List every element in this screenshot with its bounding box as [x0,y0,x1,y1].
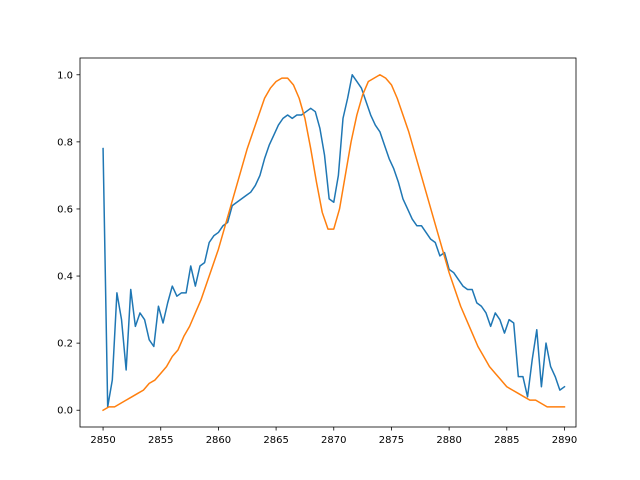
series-layer [102,74,566,412]
y-tick-label: 0.2 [57,339,73,350]
plot-frame [79,57,577,428]
series-1-line [102,74,566,408]
x-tick-label: 2870 [321,435,346,446]
x-tick-label: 2880 [436,435,461,446]
y-tick-label: 0.6 [57,204,73,215]
x-tick-label: 2885 [494,435,519,446]
x-axis: 2850 2855 2860 2865 2870 2875 2880 2885 2890 [90,427,577,446]
x-tick-label: 2875 [379,435,404,446]
series-2-line [102,74,566,412]
y-tick-label: 0.8 [57,137,73,148]
x-tick-label: 2860 [206,435,231,446]
x-tick-label: 2850 [90,435,115,446]
y-tick-label: 0.4 [57,272,73,283]
x-tick-label: 2865 [263,435,288,446]
y-tick-label: 0.0 [57,406,73,417]
x-tick-label: 2890 [552,435,577,446]
x-tick-label: 2855 [148,435,173,446]
plot-area [79,57,577,428]
y-tick-label: 1.0 [57,70,73,81]
y-axis: 0.0 0.2 0.4 0.6 0.8 1.0 [57,70,80,417]
